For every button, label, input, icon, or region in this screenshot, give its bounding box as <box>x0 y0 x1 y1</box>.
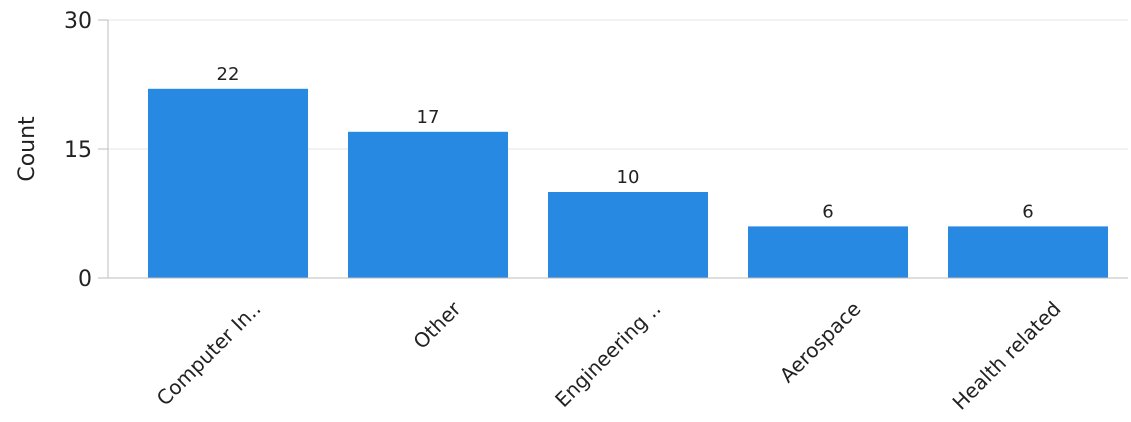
bar <box>148 88 308 278</box>
bar-value-label: 6 <box>822 201 833 222</box>
bar <box>948 226 1108 278</box>
data-labels-layer: 22 17 10 6 6 <box>217 64 1034 223</box>
y-tick-label: 0 <box>78 267 92 292</box>
x-tick-label: Engineering .. <box>550 297 665 412</box>
x-tick-label: Computer In.. <box>152 297 266 411</box>
x-tick-label: Aerospace <box>775 297 866 388</box>
y-tick-label: 15 <box>64 138 92 163</box>
bar <box>348 131 508 278</box>
x-tick-label: Health related <box>948 297 1066 415</box>
bars-layer <box>148 88 1108 278</box>
bar <box>548 192 708 278</box>
bar-value-label: 22 <box>217 64 240 85</box>
x-tick-label: Other <box>408 296 466 354</box>
y-axis-label: Count <box>15 116 40 182</box>
bar <box>748 226 908 278</box>
bar-value-label: 6 <box>1022 201 1033 222</box>
y-tick-label: 30 <box>64 9 92 34</box>
bar-value-label: 17 <box>417 107 440 128</box>
bar-value-label: 10 <box>617 167 640 188</box>
